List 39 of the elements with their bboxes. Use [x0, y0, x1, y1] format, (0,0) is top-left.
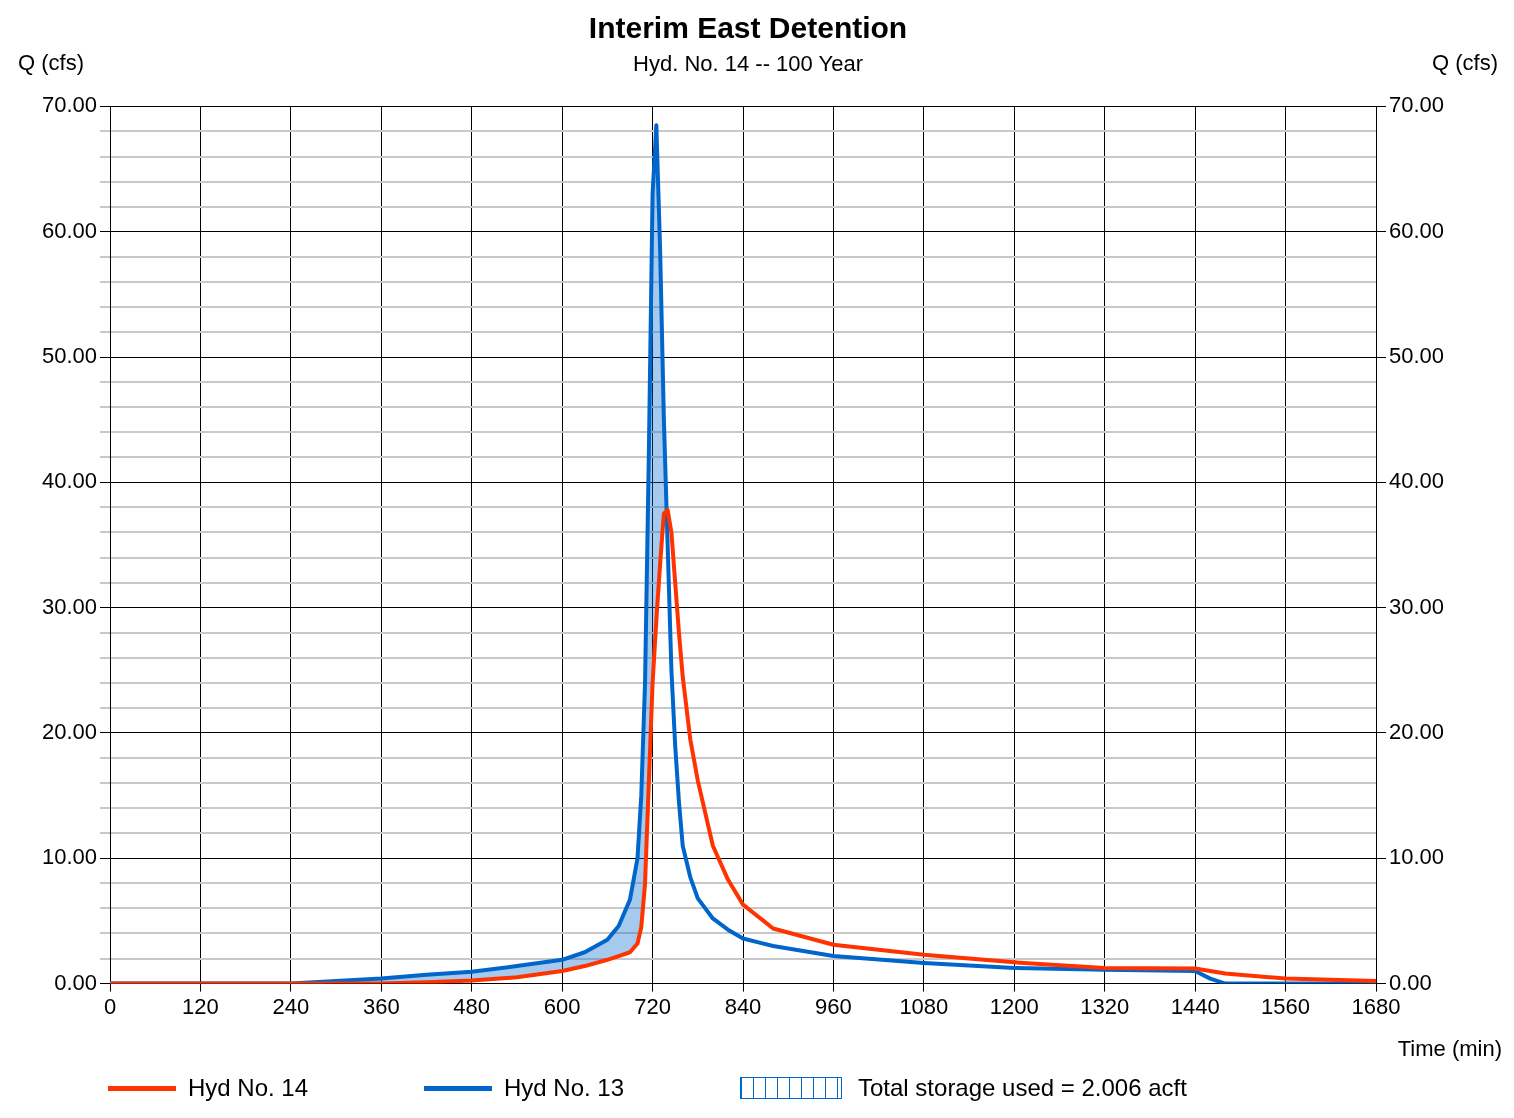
chart-subtitle: Hyd. No. 14 -- 100 Year	[633, 51, 863, 77]
legend-label: Hyd No. 14	[188, 1074, 309, 1102]
x-tick-label: 720	[634, 993, 671, 1019]
chart-title: Interim East Detention	[588, 11, 908, 45]
x-axis-title: Time (min)	[1397, 1035, 1502, 1061]
y2-tick-label: 0.00	[1389, 969, 1432, 995]
y2-tick-label: 30.00	[1389, 593, 1445, 619]
y2-tick-label: 20.00	[1389, 719, 1445, 745]
x-tick-label: 1080	[899, 993, 949, 1019]
y2-tick-label: 10.00	[1389, 844, 1445, 870]
x-tick-label: 360	[362, 993, 400, 1019]
legend-label: Hyd No. 13	[504, 1074, 625, 1102]
y2-tick-label: 60.00	[1389, 217, 1445, 243]
x-tick-label: 1680	[1351, 993, 1401, 1019]
x-tick-label: 840	[724, 993, 762, 1019]
y-tick-label: 20.00	[41, 719, 97, 745]
x-tick-label: 120	[182, 993, 219, 1019]
y2-tick-label: 70.00	[1389, 92, 1445, 118]
x-tick-label: 600	[543, 993, 581, 1019]
text: Total storage used = 2.006 acft	[858, 1074, 1187, 1102]
x-tick-label: 240	[272, 993, 310, 1019]
y2-axis-title: Q (cfs)	[1432, 50, 1498, 75]
x-tick-label: 480	[453, 993, 491, 1019]
y-tick-label: 0.00	[54, 969, 97, 995]
y2-tick-label: 50.00	[1389, 343, 1445, 369]
y-tick-label: 70.00	[41, 92, 97, 118]
x-tick-label: 0	[103, 993, 117, 1019]
y-tick-label: 50.00	[41, 343, 97, 369]
y-tick-label: 30.00	[41, 593, 97, 619]
y-tick-label: 60.00	[41, 217, 97, 243]
y-axis-title: Q (cfs)	[18, 50, 84, 75]
x-tick-label: 1560	[1261, 993, 1311, 1019]
x-tick-label: 960	[815, 993, 852, 1019]
y2-tick-label: 40.00	[1389, 468, 1445, 494]
x-tick-label: 1320	[1080, 993, 1130, 1019]
x-tick-label: 1200	[989, 993, 1039, 1019]
y-tick-label: 10.00	[41, 844, 97, 870]
y-tick-label: 40.00	[41, 468, 97, 494]
x-tick-label: 1440	[1170, 993, 1220, 1019]
